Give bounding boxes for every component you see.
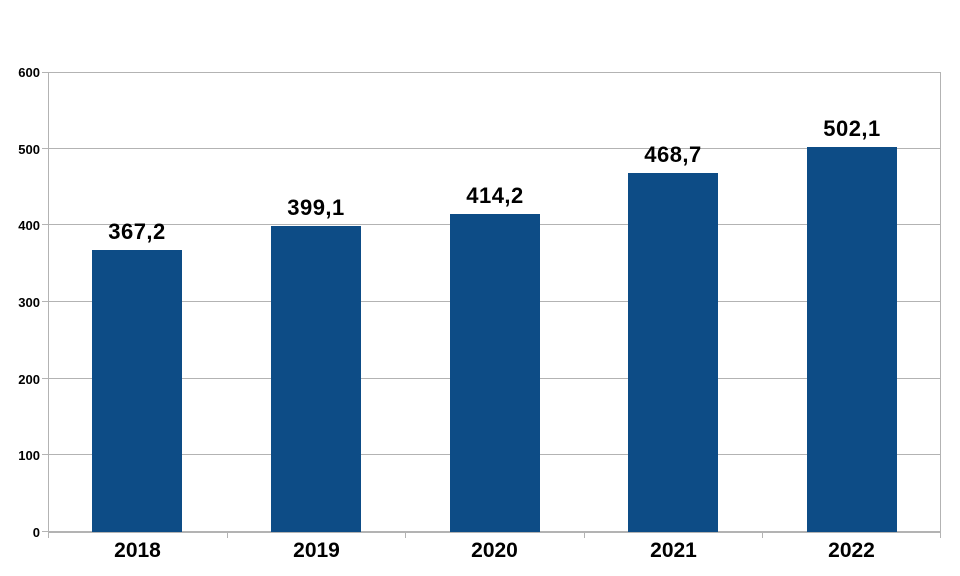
y-axis-line	[48, 72, 49, 532]
x-axis-label: 2020	[471, 539, 518, 562]
y-axis-label: 400	[18, 218, 40, 234]
x-axis-label: 2022	[828, 539, 875, 562]
bar-value-label: 399,1	[287, 195, 345, 220]
x-tick-mark	[48, 532, 49, 538]
y-tick-mark	[42, 531, 48, 532]
y-tick-mark	[42, 147, 48, 149]
y-tick-mark	[42, 377, 48, 379]
x-tick-mark	[405, 532, 406, 538]
y-axis-label: 0	[32, 525, 40, 540]
x-tick-mark	[584, 532, 585, 538]
x-axis-label: 2018	[114, 539, 161, 562]
y-axis-label: 200	[18, 371, 40, 387]
bar-2018	[92, 250, 182, 532]
y-axis-label: 100	[18, 448, 40, 464]
bar-2021	[628, 173, 718, 532]
gridline-500	[48, 147, 941, 149]
x-axis-label: 2019	[293, 539, 340, 562]
x-axis-label: 2021	[650, 539, 697, 562]
y-axis-label: 500	[18, 141, 40, 157]
bar-value-label: 367,2	[108, 219, 166, 244]
plot-area: 0 100 200 300 400 500 600 367,2 2018 399,1 2019 414…	[18, 66, 941, 561]
plot-right-border	[940, 72, 941, 532]
x-tick-mark	[762, 532, 763, 538]
bar-2019	[271, 226, 361, 532]
y-tick-mark	[42, 72, 48, 73]
bar-value-label: 502,1	[823, 116, 881, 141]
bar-value-label: 414,2	[466, 183, 524, 208]
x-tick-mark	[227, 532, 228, 538]
bar-value-label: 468,7	[644, 142, 702, 167]
x-axis-line	[48, 531, 941, 533]
bar-2022	[807, 147, 897, 532]
gridline-600	[48, 72, 941, 73]
y-tick-mark	[42, 301, 48, 302]
y-tick-mark	[42, 224, 48, 226]
bar-2020	[450, 214, 540, 532]
x-tick-mark	[940, 532, 941, 538]
y-tick-mark	[42, 454, 48, 456]
y-axis-label: 600	[18, 65, 40, 80]
y-axis-label: 300	[18, 295, 40, 310]
